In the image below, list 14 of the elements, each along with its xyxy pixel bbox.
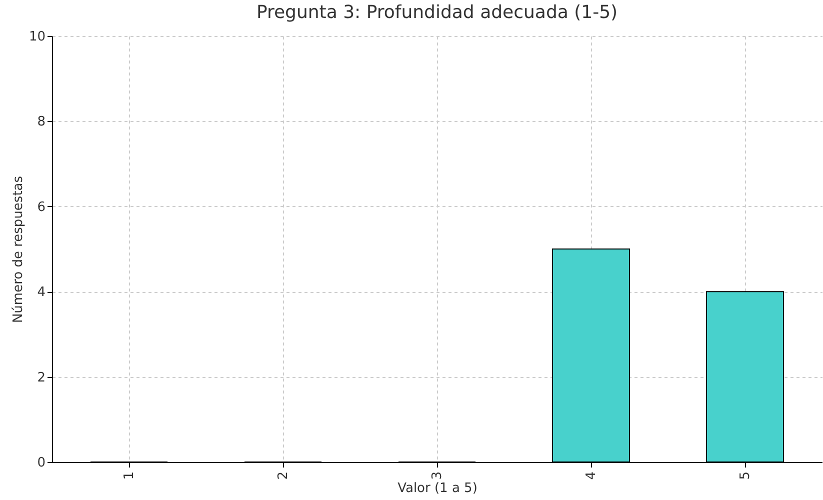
x-tick-label: 3 <box>430 472 445 480</box>
x-tick-label: 5 <box>738 472 753 480</box>
y-tick-label: 6 <box>37 200 46 215</box>
y-tick-label: 2 <box>37 370 46 386</box>
y-tick-label: 10 <box>28 30 46 44</box>
y-tick-label: 0 <box>37 456 46 470</box>
chart-title: Pregunta 3: Profundidad adecuada (1-5) <box>256 2 618 23</box>
y-tick-label: 8 <box>37 114 46 130</box>
y-axis-title: Número de respuestas <box>10 176 26 324</box>
x-tick-label: 1 <box>122 472 137 480</box>
y-tick-label: 4 <box>37 285 46 300</box>
x-axis-title: Valor (1 a 5) <box>398 480 478 496</box>
x-tick-label: 4 <box>584 472 599 480</box>
x-tick-label: 2 <box>276 472 291 480</box>
